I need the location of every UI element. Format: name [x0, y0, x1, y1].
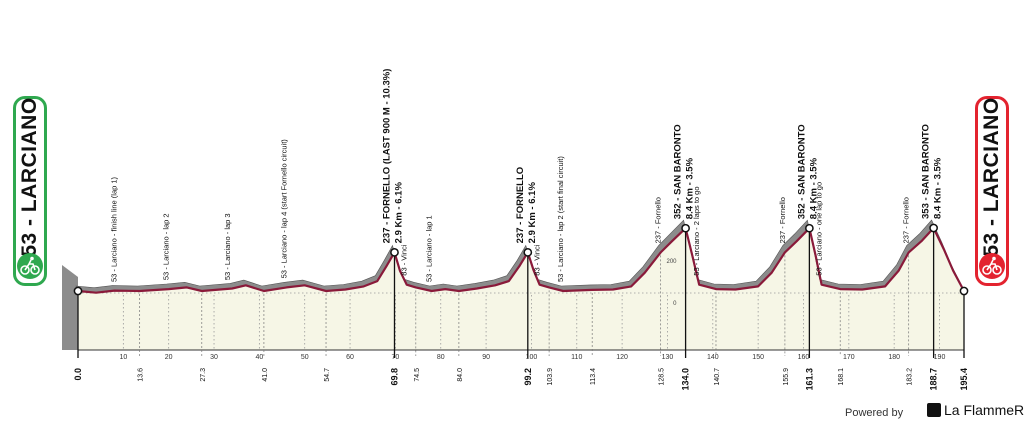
km-label: 27.3: [200, 368, 207, 382]
climb-annotation: 83 - Vinci: [533, 244, 542, 275]
km-marker-dot: [523, 248, 533, 257]
x-tick-label: 110: [571, 354, 582, 361]
climb-annotation: 53 - Larciano - lap 1: [425, 215, 434, 282]
climb-annotation: 53 - Larciano - lap 2 (start final circu…: [556, 156, 565, 282]
km-label: 13.6: [138, 368, 145, 382]
brand-name-b: Rouge: [1014, 402, 1024, 418]
km-label: 84.0: [457, 368, 464, 382]
start-label: 53 - LARCIANO: [18, 97, 41, 257]
km-marker-dot: [959, 286, 969, 296]
start-badge: 53 - LARCIANO: [13, 96, 47, 286]
climb-annotation-sub: 8.4 Km - 3.5%: [685, 157, 696, 219]
x-tick-label: 20: [165, 354, 173, 361]
km-marker-dot: [805, 223, 814, 233]
climb-annotation: 353 - SAN BARONTO: [921, 124, 932, 219]
x-tick-label: 140: [707, 354, 719, 361]
climb-annotation: 352 - SAN BARONTO: [673, 124, 684, 219]
km-label: 155.9: [783, 368, 790, 386]
km-label: 41.0: [262, 368, 269, 382]
climb-annotation: 83 - Vinci: [400, 244, 409, 275]
climb-annotation-sub: 2.9 Km - 6.1%: [527, 182, 538, 244]
km-marker-dot: [390, 248, 399, 257]
climb-annotation: 53 - Larciano - lap 4 (start Fornello ci…: [280, 139, 289, 279]
x-tick-label: 40: [255, 354, 263, 361]
start-wall: [62, 265, 78, 350]
x-tick-label: 160: [798, 354, 810, 361]
km-label: 69.8: [389, 368, 399, 386]
brand-name-a: La Flamme: [944, 402, 1015, 418]
x-tick-label: 150: [752, 354, 764, 361]
km-label: 195.4: [959, 368, 969, 391]
y-tick-label: 0: [673, 301, 677, 307]
x-tick-label: 130: [662, 354, 674, 361]
km-label: 103.9: [547, 368, 554, 386]
climb-annotation: 53 - Larciano - finish line (lap 1): [110, 176, 119, 282]
climb-annotation: 352 - SAN BARONTO: [796, 124, 807, 219]
km-marker-dot: [681, 223, 690, 233]
climb-annotation: 237 - Fornello: [778, 197, 787, 243]
profile-ground: [78, 228, 964, 350]
climb-annotation: 237 - FORNELLO: [515, 167, 526, 244]
km-label: 161.3: [804, 368, 814, 391]
profile-road: [77, 226, 965, 294]
x-tick-label: 60: [346, 354, 354, 361]
x-tick-label: 190: [934, 354, 946, 361]
km-label: 74.5: [414, 368, 421, 382]
km-label: 183.2: [907, 368, 914, 386]
km-label: 54.7: [324, 368, 331, 382]
km-marker-dot: [929, 223, 938, 233]
x-tick-label: 120: [616, 354, 628, 361]
km-label: 99.2: [523, 368, 533, 386]
x-tick-label: 180: [888, 354, 900, 361]
x-tick-label: 100: [526, 354, 538, 361]
x-tick-label: 50: [301, 354, 309, 361]
climb-annotation: 237 - Fornello: [654, 197, 663, 243]
cyclist-icon: [17, 253, 43, 279]
flame-icon: [927, 403, 941, 417]
x-tick-label: 10: [119, 354, 127, 361]
km-label: 188.7: [929, 368, 939, 391]
km-label: 113.4: [590, 368, 597, 385]
x-tick-label: 170: [843, 354, 855, 361]
x-tick-label: 70: [392, 354, 400, 361]
powered-by-text: Powered by: [845, 407, 904, 419]
finish-label: 53 - LARCIANO: [980, 97, 1003, 257]
climb-annotation: 53 - Larciano - one lap to go: [815, 182, 824, 276]
y-tick-label: 200: [667, 259, 678, 265]
brand-logo[interactable]: La FlammeRouge: [927, 402, 1024, 418]
km-marker-dot: [73, 286, 83, 296]
km-label: 0.0: [73, 368, 83, 381]
x-tick-label: 90: [482, 354, 490, 361]
x-tick-label: 80: [437, 354, 445, 361]
cyclist-icon: [979, 253, 1005, 279]
climb-annotation-sub: 2.9 Km - 6.1%: [394, 182, 405, 244]
climb-annotation-sub: 8.4 Km - 3.5%: [808, 157, 819, 219]
climb-annotation: 53 - Larciano - lap 3: [223, 213, 232, 280]
x-tick-label: 30: [210, 354, 218, 361]
km-label: 134.0: [681, 368, 691, 391]
climb-annotation: 53 - Larciano - lap 2: [162, 213, 171, 280]
finish-badge: 53 - LARCIANO: [975, 96, 1009, 286]
climb-annotation-sub: 8.4 Km - 3.5%: [933, 157, 944, 219]
climb-annotation: 237 - Fornello: [902, 197, 911, 243]
climb-annotation: 237 - FORNELLO (LAST 900 M - 10.3%): [382, 69, 393, 244]
km-label: 128.5: [659, 368, 666, 386]
km-label: 168.1: [838, 368, 845, 386]
km-label: 140.7: [714, 368, 721, 386]
climb-annotation: 53 - Larciano - 2 laps to go: [692, 186, 701, 275]
